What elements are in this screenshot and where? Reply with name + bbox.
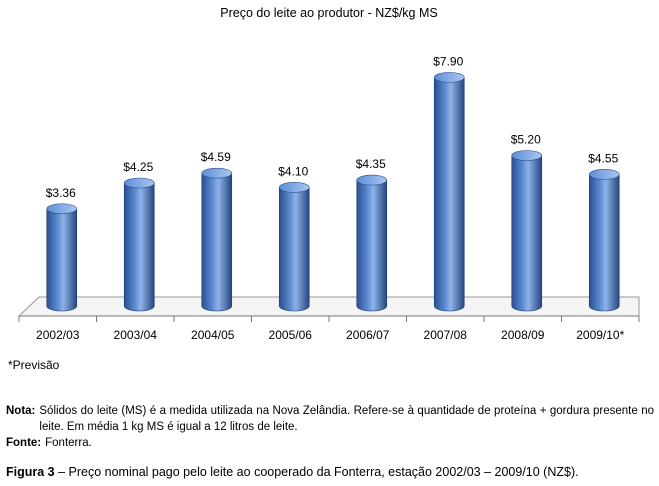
category-label: 2005/06 — [269, 328, 313, 342]
bar-top — [201, 167, 233, 179]
bar-top — [278, 182, 310, 193]
category-label: 2009/10* — [576, 328, 624, 342]
bar-body — [588, 174, 620, 312]
bar-top — [46, 203, 78, 215]
note-text: Sólidos do leite (MS) é a medida utiliza… — [39, 405, 654, 433]
bar-top — [511, 150, 543, 161]
bar-body — [511, 155, 543, 312]
figure-label: Figura 3 — [6, 465, 55, 479]
category-label: 2007/08 — [424, 328, 468, 342]
data-label: $3.36 — [46, 186, 76, 200]
bar-2006/07 — [356, 174, 388, 312]
category-label: 2008/09 — [501, 328, 545, 342]
forecast-footnote: *Previsão — [8, 358, 60, 372]
source-label: Fonte: — [6, 437, 42, 449]
bar-body — [201, 172, 233, 312]
category-label: 2006/07 — [346, 328, 390, 342]
data-label: $5.20 — [511, 133, 541, 147]
data-label: $4.10 — [278, 164, 308, 178]
data-label: $4.59 — [201, 150, 231, 164]
bar-top — [356, 174, 388, 186]
category-label: 2002/03 — [36, 328, 80, 342]
source-row: Fonte: Fonterra. — [6, 435, 654, 451]
note-label: Nota: — [6, 405, 36, 417]
chart-title: Preço do leite ao produtor - NZ$/kg MS — [220, 6, 437, 20]
bar-2002/03 — [46, 203, 78, 312]
category-label: 2003/04 — [114, 328, 158, 342]
bar-top — [433, 72, 465, 83]
bar-body — [356, 179, 388, 312]
bar-body — [278, 187, 310, 312]
bar-2008/09 — [511, 150, 543, 312]
bar-2005/06 — [278, 182, 310, 312]
bar-2007/08 — [433, 72, 465, 312]
bar-2003/04 — [123, 177, 155, 312]
bar-2004/05 — [201, 167, 233, 312]
figure-caption: Figura 3 – Preço nominal pago pelo leite… — [6, 465, 579, 479]
note-row: Nota: Sólidos do leite (MS) é a medida u… — [6, 403, 654, 435]
bar-body — [433, 77, 465, 312]
data-label: $4.25 — [123, 160, 153, 174]
category-label: 2004/05 — [191, 328, 235, 342]
chart-floor — [17, 296, 640, 317]
bar-top — [123, 177, 155, 189]
data-label: $4.55 — [588, 151, 618, 165]
figure-caption-text: – Preço nominal pago pelo leite ao coope… — [54, 465, 579, 479]
bar-chart: Preço do leite ao produtor - NZ$/kg MS $… — [17, 6, 640, 342]
data-label: $7.90 — [433, 54, 463, 68]
bar-2009/10* — [588, 169, 620, 312]
notes-block: Nota: Sólidos do leite (MS) é a medida u… — [6, 403, 654, 451]
data-label: $4.35 — [356, 157, 386, 171]
bar-top — [588, 169, 620, 180]
bar-body — [123, 182, 155, 312]
bar-body — [46, 208, 78, 312]
source-text: Fonterra. — [45, 437, 92, 449]
